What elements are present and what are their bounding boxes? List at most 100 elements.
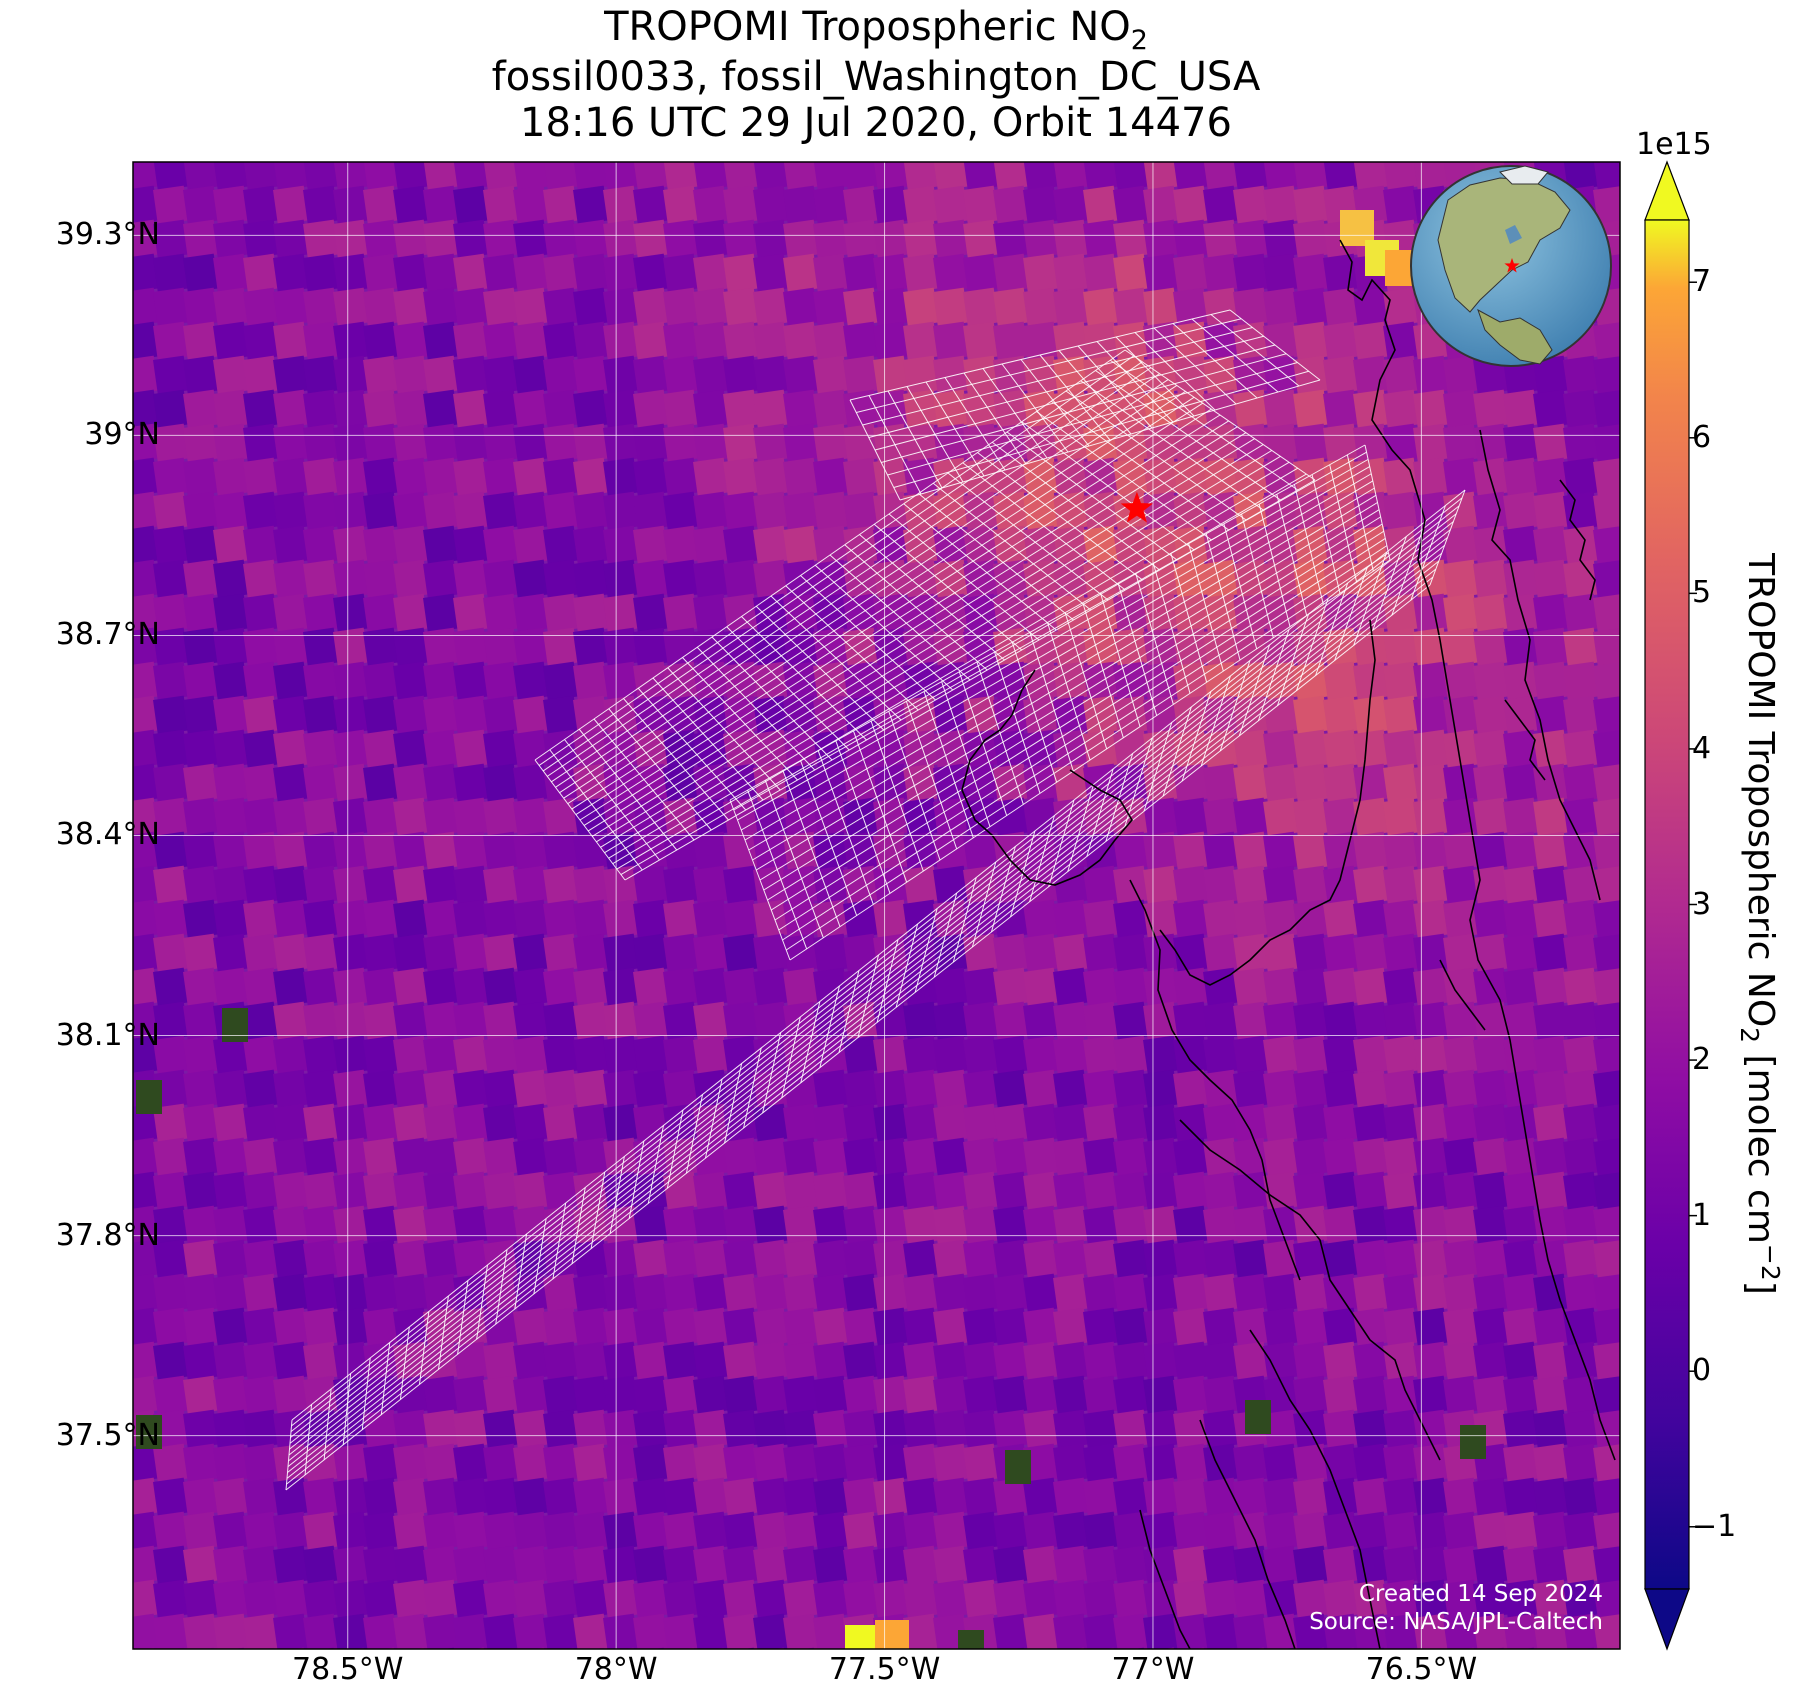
- no2-pixel: [333, 423, 369, 463]
- no2-pixel: [573, 1545, 609, 1585]
- no2-pixel: [273, 1001, 309, 1041]
- no2-pixel: [1053, 185, 1089, 225]
- no2-pixel: [393, 1171, 429, 1211]
- no2-pixel: [1023, 389, 1059, 429]
- no2-pixel: [843, 253, 879, 293]
- no2-pixel: [1112, 559, 1149, 599]
- no2-pixel: [1173, 1375, 1209, 1415]
- no2-pixel: [513, 1137, 549, 1177]
- no2-pixel: [1563, 865, 1599, 905]
- no2-pixel: [242, 1477, 279, 1517]
- no2-pixel: [363, 1001, 399, 1041]
- no2-pixel: [392, 287, 429, 327]
- no2-pixel: [513, 729, 549, 769]
- no2-pixel: [273, 1273, 309, 1313]
- no2-pixel: [1532, 423, 1569, 463]
- no2-pixel: [153, 1341, 189, 1381]
- no2-pixel: [933, 967, 969, 1007]
- colorbar-tick-label: 2: [1692, 1042, 1712, 1078]
- no2-pixel: [963, 967, 999, 1007]
- no2-pixel: [693, 118, 729, 157]
- no2-pixel: [1413, 729, 1449, 769]
- no2-pixel: [273, 1171, 309, 1211]
- no2-pixel: [213, 763, 249, 803]
- no2-pixel: [1503, 457, 1539, 497]
- no2-pixel: [273, 118, 309, 157]
- no2-pixel: [1203, 865, 1239, 905]
- no2-pixel: [993, 933, 1029, 973]
- no2-pixel: [423, 695, 459, 735]
- no2-pixel: [1233, 661, 1269, 701]
- no2-pixel: [303, 1205, 339, 1245]
- title-subscript: 2: [1130, 25, 1148, 56]
- no2-pixel: [393, 1239, 429, 1279]
- no2-pixel: [603, 559, 639, 599]
- no2-pixel: [1533, 1035, 1569, 1075]
- no2-pixel: [1233, 1137, 1269, 1177]
- no2-pixel: [423, 1001, 459, 1041]
- no2-pixel: [573, 423, 609, 463]
- no2-pixel: [1293, 763, 1329, 803]
- no2-pixel: [242, 729, 279, 769]
- no2-pixel: [1473, 593, 1509, 633]
- no2-pixel: [453, 389, 489, 429]
- no2-pixel: [1443, 933, 1479, 973]
- no2-pixel: [963, 1477, 999, 1517]
- no2-pixel: [1383, 525, 1419, 565]
- no2-pixel: [243, 118, 279, 157]
- no2-pixel: [843, 1137, 879, 1177]
- no2-pixel: [1473, 1307, 1509, 1347]
- no2-pixel: [133, 695, 159, 735]
- no2-pixel: [422, 1375, 459, 1415]
- no2-pixel: [212, 627, 249, 667]
- no2-pixel: [1083, 1001, 1119, 1041]
- no2-pixel: [753, 1682, 789, 1698]
- no2-pixel: [423, 1341, 459, 1381]
- no2-pixel: [1503, 1443, 1539, 1483]
- no2-pixel: [1262, 1205, 1299, 1245]
- no2-pixel: [243, 1137, 279, 1177]
- no2-pixel: [1623, 1648, 1659, 1687]
- no2-pixel: [993, 1613, 1029, 1649]
- no2-pixel: [363, 389, 399, 429]
- no2-pixel: [1143, 831, 1179, 871]
- no2-pixel: [1263, 1137, 1299, 1177]
- no2-pixel: [423, 1511, 459, 1551]
- no2-pixel: [1383, 1477, 1419, 1517]
- no2-pixel: [393, 899, 429, 939]
- no2-pixel: [182, 1239, 219, 1279]
- no2-pixel: [1142, 1613, 1179, 1649]
- no2-pixel: [543, 1682, 579, 1698]
- no2-pixel: [1292, 1443, 1329, 1483]
- no2-pixel: [843, 1239, 879, 1279]
- no2-pixel: [813, 253, 849, 293]
- no2-pixel: [633, 491, 669, 531]
- no2-pixel: [1083, 967, 1119, 1007]
- no2-pixel: [1173, 219, 1209, 259]
- missing-data-patch: [1005, 1450, 1031, 1484]
- no2-pixel: [723, 1409, 759, 1449]
- no2-pixel: [1503, 865, 1539, 905]
- no2-pixel: [1562, 1171, 1599, 1211]
- no2-pixel: [1443, 1137, 1479, 1177]
- no2-pixel: [483, 1545, 519, 1585]
- no2-pixel: [722, 1001, 759, 1041]
- no2-pixel: [813, 1137, 849, 1177]
- no2-pixel: [243, 1069, 279, 1109]
- no2-pixel: [603, 1375, 639, 1415]
- no2-pixel: [1383, 627, 1419, 667]
- no2-pixel: [1292, 1647, 1329, 1649]
- no2-pixel: [242, 661, 279, 701]
- no2-pixel: [1563, 1682, 1599, 1698]
- swath-gridline: [862, 327, 1253, 426]
- no2-pixel: [843, 1341, 879, 1381]
- no2-pixel: [133, 1375, 159, 1415]
- no2-pixel: [1473, 763, 1509, 803]
- no2-pixel: [1053, 729, 1089, 769]
- no2-pixel: [242, 1239, 279, 1279]
- no2-pixel: [1173, 865, 1209, 905]
- no2-pixel: [1323, 661, 1359, 701]
- no2-pixel: [1233, 1273, 1269, 1313]
- no2-pixel: [1083, 253, 1119, 293]
- no2-pixel: [363, 1443, 399, 1483]
